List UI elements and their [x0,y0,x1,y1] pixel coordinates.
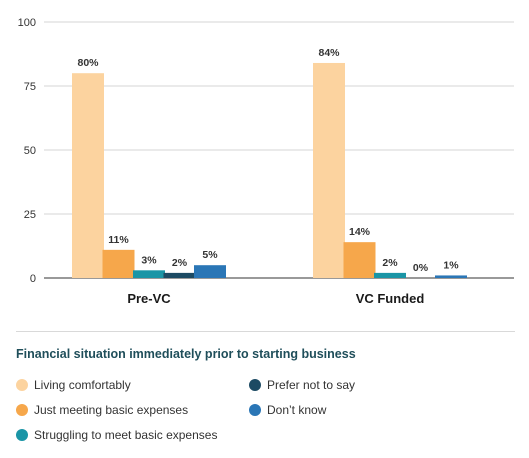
y-axis-ticks: 0 25 50 75 100 [18,17,36,285]
bar-pre-vc-don-t-know [194,265,226,278]
data-label: 0% [413,262,429,274]
data-label: 5% [202,249,218,261]
data-label: 2% [382,257,398,269]
legend-label: Prefer not to say [267,378,356,392]
category-label: Pre-VC [127,291,171,306]
bar-vc-funded-living-comfortably [313,62,345,279]
y-tick-label: 50 [24,145,36,157]
data-label: 84% [318,47,340,59]
y-tick-label: 75 [24,81,36,93]
legend-label: Don’t know [267,403,327,417]
legend-item-struggling-to-meet-basic-expenses: Struggling to meet basic expenses [16,428,217,442]
bar-pre-vc-struggling-to-meet-basic-expenses [133,270,165,278]
legend-swatch [16,404,28,416]
bar-pre-vc-living-comfortably [72,73,104,278]
legend-swatch [16,429,28,441]
legend-label: Living comfortably [34,378,131,392]
bar-vc-funded-just-meeting-basic-expenses [343,242,376,278]
y-tick-label: 25 [24,209,36,221]
category-labels: Pre-VC VC Funded [127,291,424,306]
category-label: VC Funded [356,291,425,306]
legend-swatch [16,379,28,391]
bars [72,62,467,279]
data-label: 2% [172,257,188,269]
bar-pre-vc-just-meeting-basic-expenses [102,249,135,278]
legend-item-living-comfortably: Living comfortably [16,378,131,392]
legend-item-prefer-not-to-say: Prefer not to say [249,378,355,392]
y-tick-label: 100 [18,17,36,29]
legend-swatch [249,379,261,391]
data-labels: 80% 11% 3% 2% 5% 84% 14% 2% 0% 1% [77,47,459,274]
bar-vc-funded-struggling-to-meet-basic-expenses [374,272,406,278]
legend-swatch [249,404,261,416]
data-label: 14% [349,226,371,238]
legend-divider [16,331,515,332]
data-label: 80% [77,57,99,69]
legend-label: Just meeting basic expenses [34,403,189,417]
data-label: 11% [108,234,129,246]
data-label: 1% [443,259,459,271]
data-label: 3% [141,254,157,266]
y-tick-label: 0 [30,273,36,285]
legend-title: Financial situation immediately prior to… [16,347,356,361]
legend-label: Struggling to meet basic expenses [34,428,218,442]
legend-item-just-meeting-basic-expenses: Just meeting basic expenses [16,403,188,417]
legend-item-don-t-know: Don’t know [249,403,326,417]
bar-chart: 0 25 50 75 100 80% 11% 3% 2% 5% 84% 14% 2% 0% 1% Pre-… [18,17,514,306]
bar-pre-vc-prefer-not-to-say [163,272,196,278]
bar-vc-funded-don-t-know [435,275,467,278]
